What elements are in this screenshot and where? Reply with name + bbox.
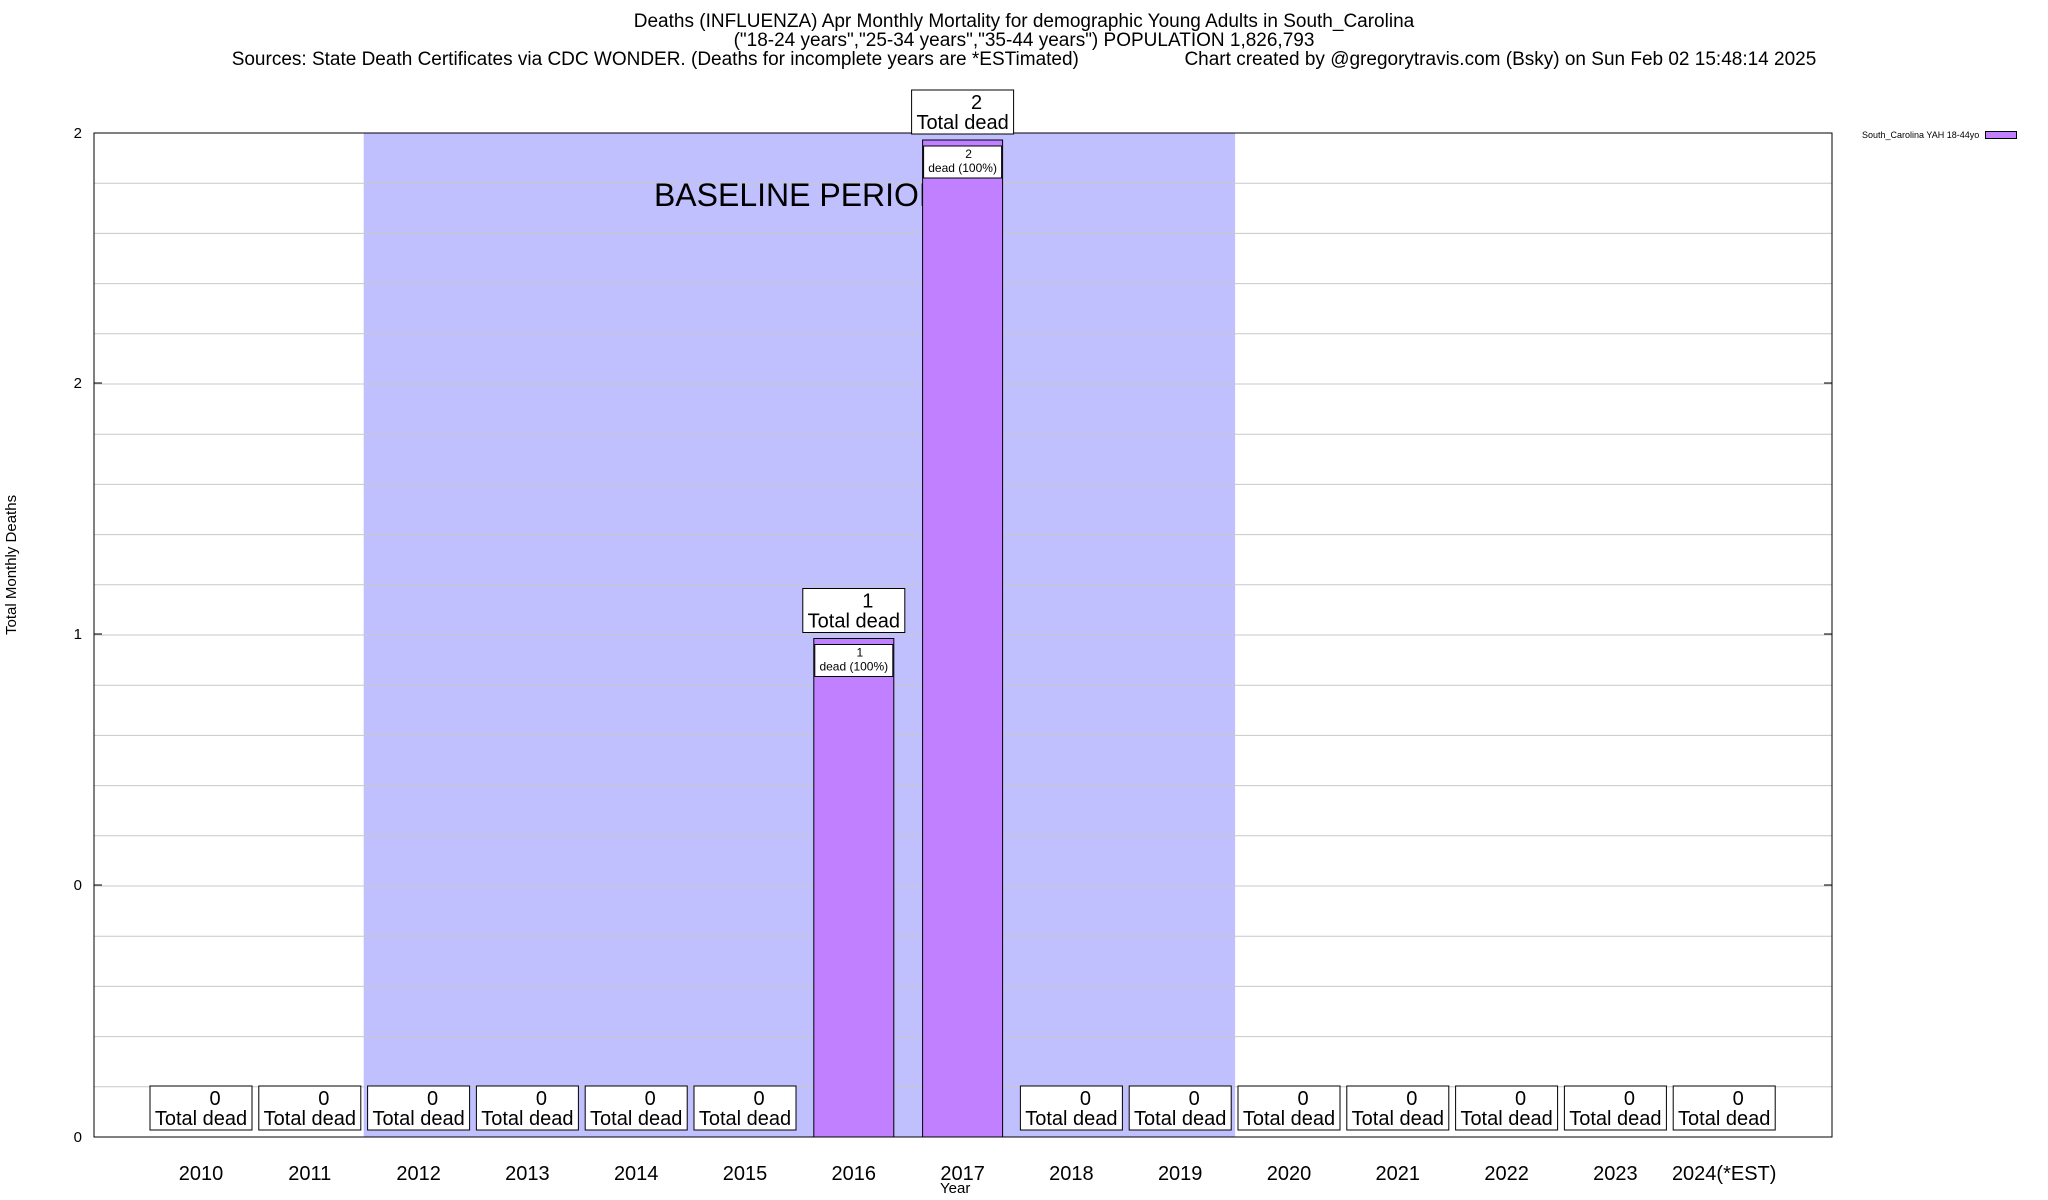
total-text-label: Total dead bbox=[155, 1108, 247, 1130]
total-value-label: 0 bbox=[1406, 1088, 1417, 1110]
total-text-label: Total dead bbox=[1025, 1108, 1117, 1130]
total-text-label: Total dead bbox=[264, 1108, 356, 1130]
x-tick-label: 2010 bbox=[179, 1163, 224, 1185]
bar bbox=[813, 638, 895, 1138]
total-value-label: 0 bbox=[1297, 1088, 1308, 1110]
x-tick-label: 2011 bbox=[288, 1163, 331, 1185]
segment-value-label: 1 bbox=[856, 646, 863, 660]
x-axis-label: Year bbox=[940, 1180, 971, 1197]
total-text-label: Total dead bbox=[1352, 1108, 1444, 1130]
x-tick-label: 2018 bbox=[1049, 1163, 1094, 1185]
total-label-box bbox=[693, 1085, 797, 1131]
legend-swatch bbox=[1985, 131, 2018, 139]
y-tick-label: 2 bbox=[74, 375, 82, 392]
total-text-label: Total dead bbox=[808, 611, 900, 633]
total-text-label: Total dead bbox=[590, 1108, 682, 1130]
bar bbox=[922, 139, 1004, 1138]
total-text-label: Total dead bbox=[481, 1108, 573, 1130]
total-label-box bbox=[1019, 1085, 1123, 1131]
segment-percent-label: dead (100%) bbox=[928, 161, 997, 175]
total-label-box bbox=[149, 1085, 253, 1131]
total-value-label: 0 bbox=[1733, 1088, 1744, 1110]
x-tick-label: 2013 bbox=[505, 1163, 550, 1185]
segment-label-box bbox=[923, 145, 1003, 179]
y-axis-label: Total Monthly Deaths bbox=[3, 494, 20, 635]
total-label-box bbox=[258, 1085, 362, 1131]
legend-label: South_Carolina YAH 18-44yo bbox=[1862, 130, 1980, 140]
total-text-label: Total dead bbox=[1569, 1108, 1661, 1130]
sources-text: Sources: State Death Certificates via CD… bbox=[231, 49, 1079, 70]
total-label-box bbox=[367, 1085, 471, 1131]
x-tick-label: 2016 bbox=[832, 1163, 877, 1185]
total-value-label: 2 bbox=[971, 92, 982, 114]
total-value-label: 1 bbox=[862, 591, 873, 613]
total-value-label: 0 bbox=[1515, 1088, 1526, 1110]
total-label-box bbox=[1237, 1085, 1341, 1131]
x-tick-label: 2021 bbox=[1376, 1163, 1421, 1185]
total-value-label: 0 bbox=[753, 1088, 764, 1110]
total-text-label: Total dead bbox=[372, 1108, 464, 1130]
total-label-box bbox=[1128, 1085, 1232, 1131]
baseline-period-label: BASELINE PERIOD bbox=[654, 177, 942, 213]
x-tick-label: 2017 bbox=[940, 1163, 985, 1185]
total-text-label: Total dead bbox=[1678, 1108, 1770, 1130]
total-label-box bbox=[802, 588, 906, 633]
total-label-box bbox=[1455, 1085, 1559, 1131]
y-tick-label: 0 bbox=[74, 877, 82, 894]
total-label-box bbox=[475, 1085, 579, 1131]
x-tick-label: 2020 bbox=[1267, 1163, 1312, 1185]
x-tick-label: 2023 bbox=[1593, 1163, 1638, 1185]
legend: South_Carolina YAH 18-44yo bbox=[1862, 130, 2018, 140]
x-tick-label: 2014 bbox=[614, 1163, 659, 1185]
total-text-label: Total dead bbox=[1460, 1108, 1552, 1130]
total-value-label: 0 bbox=[318, 1088, 329, 1110]
credit-text: Chart created by @gregorytravis.com (Bsk… bbox=[1184, 49, 1817, 70]
total-text-label: Total dead bbox=[916, 112, 1008, 134]
segment-value-label: 2 bbox=[965, 147, 972, 161]
total-text-label: Total dead bbox=[1134, 1108, 1226, 1130]
x-tick-label: 2022 bbox=[1484, 1163, 1529, 1185]
chart-subtitle: ("18-24 years","25-34 years","35-44 year… bbox=[733, 30, 1315, 51]
y-tick-label: 0 bbox=[74, 1129, 82, 1146]
total-value-label: 0 bbox=[209, 1088, 220, 1110]
total-label-box bbox=[1346, 1085, 1450, 1131]
total-value-label: 0 bbox=[1189, 1088, 1200, 1110]
segment-label-box bbox=[814, 644, 894, 677]
total-text-label: Total dead bbox=[1243, 1108, 1335, 1130]
y-tick-label: 1 bbox=[74, 626, 82, 643]
total-label-box bbox=[911, 89, 1015, 135]
total-value-label: 0 bbox=[427, 1088, 438, 1110]
total-text-label: Total dead bbox=[699, 1108, 791, 1130]
chart-titles: Deaths (INFLUENZA) Apr Monthly Mortality… bbox=[0, 12, 2048, 69]
chart-title: Deaths (INFLUENZA) Apr Monthly Mortality… bbox=[633, 11, 1415, 32]
sources-line: Sources: State Death Certificates via CD… bbox=[0, 50, 2048, 69]
total-value-label: 0 bbox=[1080, 1088, 1091, 1110]
total-label-box bbox=[584, 1085, 688, 1131]
total-value-label: 0 bbox=[645, 1088, 656, 1110]
total-value-label: 0 bbox=[1624, 1088, 1635, 1110]
x-tick-label: 2019 bbox=[1158, 1163, 1203, 1185]
x-tick-label: 2012 bbox=[396, 1163, 441, 1185]
y-tick-label: 2 bbox=[74, 125, 82, 142]
total-value-label: 0 bbox=[536, 1088, 547, 1110]
x-tick-label: 2024(*EST) bbox=[1672, 1163, 1777, 1185]
x-tick-label: 2015 bbox=[723, 1163, 768, 1185]
total-label-box bbox=[1672, 1085, 1776, 1131]
total-label-box bbox=[1563, 1085, 1667, 1131]
segment-percent-label: dead (100%) bbox=[819, 660, 888, 674]
